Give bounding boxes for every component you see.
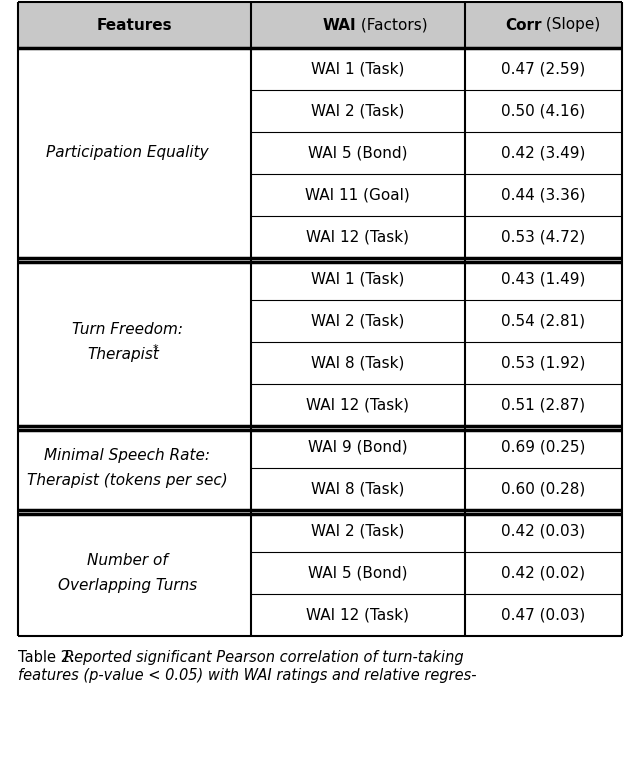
Text: Therapist (tokens per sec): Therapist (tokens per sec) bbox=[27, 473, 228, 487]
Text: Features: Features bbox=[97, 18, 172, 32]
Text: WAI 2 (Task): WAI 2 (Task) bbox=[311, 313, 404, 329]
Bar bbox=[18, 258, 622, 426]
Text: WAI 2 (Task): WAI 2 (Task) bbox=[311, 103, 404, 119]
Text: Participation Equality: Participation Equality bbox=[46, 146, 209, 160]
Text: (Slope): (Slope) bbox=[541, 18, 601, 32]
Text: WAI 2 (Task): WAI 2 (Task) bbox=[311, 524, 404, 538]
Text: WAI 11 (Goal): WAI 11 (Goal) bbox=[305, 188, 410, 203]
Text: 0.53 (4.72): 0.53 (4.72) bbox=[501, 229, 586, 245]
Text: WAI 12 (Task): WAI 12 (Task) bbox=[307, 397, 409, 413]
Text: WAI 12 (Task): WAI 12 (Task) bbox=[307, 608, 409, 622]
Text: Table 2:: Table 2: bbox=[18, 650, 79, 665]
Text: features (p-value < 0.05) with WAI ratings and relative regres-: features (p-value < 0.05) with WAI ratin… bbox=[18, 668, 477, 683]
Text: 0.54 (2.81): 0.54 (2.81) bbox=[501, 313, 586, 329]
Text: 0.51 (2.87): 0.51 (2.87) bbox=[501, 397, 586, 413]
Text: WAI 12 (Task): WAI 12 (Task) bbox=[307, 229, 409, 245]
Text: WAI: WAI bbox=[322, 18, 356, 32]
Text: 0.60 (0.28): 0.60 (0.28) bbox=[501, 481, 586, 497]
Text: 0.42 (0.03): 0.42 (0.03) bbox=[501, 524, 586, 538]
Text: WAI 5 (Bond): WAI 5 (Bond) bbox=[308, 565, 408, 581]
Text: 0.53 (1.92): 0.53 (1.92) bbox=[501, 356, 586, 370]
Text: WAI 9 (Bond): WAI 9 (Bond) bbox=[308, 440, 408, 454]
Text: WAI 1 (Task): WAI 1 (Task) bbox=[311, 272, 404, 286]
Text: Corr: Corr bbox=[505, 18, 541, 32]
Text: 0.42 (3.49): 0.42 (3.49) bbox=[501, 146, 586, 160]
Text: (Factors): (Factors) bbox=[356, 18, 428, 32]
Text: WAI 1 (Task): WAI 1 (Task) bbox=[311, 62, 404, 76]
Bar bbox=[18, 510, 622, 636]
Text: Number of: Number of bbox=[87, 554, 168, 568]
Text: WAI 8 (Task): WAI 8 (Task) bbox=[311, 481, 404, 497]
Text: 0.44 (3.36): 0.44 (3.36) bbox=[501, 188, 586, 203]
Text: Therapist: Therapist bbox=[87, 346, 159, 362]
Bar bbox=[18, 426, 622, 510]
Text: Turn Freedom:: Turn Freedom: bbox=[72, 323, 183, 337]
Text: Reported significant Pearson correlation of turn-taking: Reported significant Pearson correlation… bbox=[64, 650, 463, 665]
Text: 0.47 (2.59): 0.47 (2.59) bbox=[501, 62, 586, 76]
Text: WAI 5 (Bond): WAI 5 (Bond) bbox=[308, 146, 408, 160]
Text: 0.47 (0.03): 0.47 (0.03) bbox=[501, 608, 586, 622]
Text: Overlapping Turns: Overlapping Turns bbox=[58, 578, 197, 593]
Bar bbox=[18, 2, 622, 48]
Text: 0.43 (1.49): 0.43 (1.49) bbox=[501, 272, 586, 286]
Text: 0.50 (4.16): 0.50 (4.16) bbox=[501, 103, 586, 119]
Bar bbox=[18, 48, 622, 258]
Text: 0.42 (0.02): 0.42 (0.02) bbox=[501, 565, 586, 581]
Text: WAI 8 (Task): WAI 8 (Task) bbox=[311, 356, 404, 370]
Text: 0.69 (0.25): 0.69 (0.25) bbox=[501, 440, 586, 454]
Text: *: * bbox=[152, 344, 158, 354]
Text: Minimal Speech Rate:: Minimal Speech Rate: bbox=[44, 448, 211, 464]
